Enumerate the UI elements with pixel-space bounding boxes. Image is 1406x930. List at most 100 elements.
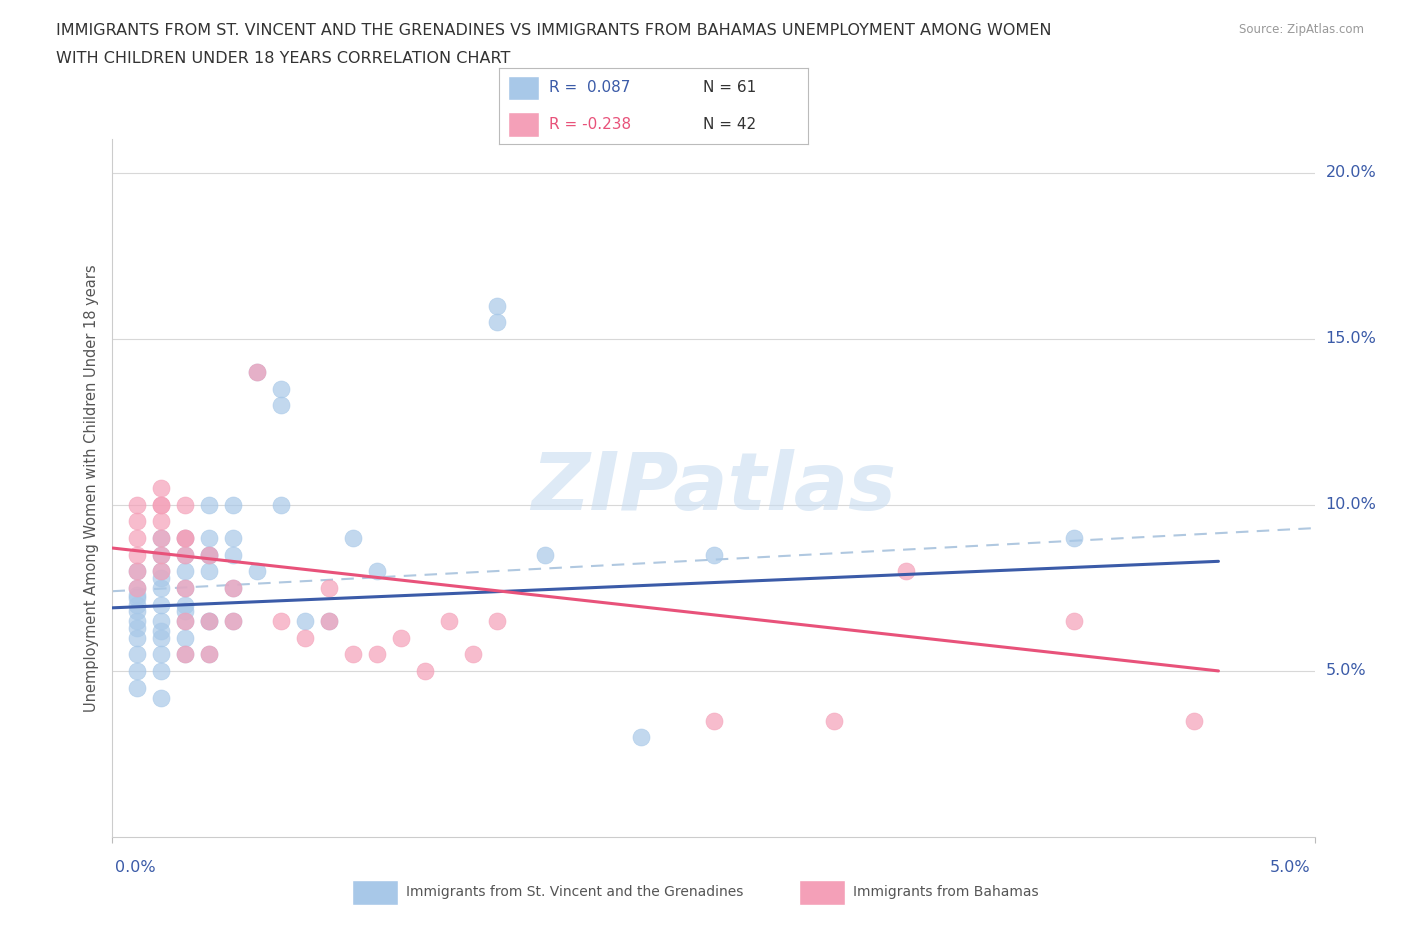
Point <box>197 647 219 662</box>
Point <box>149 663 172 678</box>
Point <box>125 580 148 595</box>
Point <box>197 547 219 562</box>
Point <box>173 604 195 618</box>
Text: Immigrants from St. Vincent and the Grenadines: Immigrants from St. Vincent and the Gren… <box>406 885 744 899</box>
Point <box>125 580 148 595</box>
Point <box>149 481 172 496</box>
Point <box>702 713 725 728</box>
Text: R = -0.238: R = -0.238 <box>548 117 631 132</box>
Point <box>222 580 245 595</box>
Point <box>173 647 195 662</box>
Point <box>630 730 652 745</box>
Point <box>125 591 148 605</box>
Text: 20.0%: 20.0% <box>1326 166 1376 180</box>
Point <box>125 564 148 578</box>
Point <box>318 614 340 629</box>
Point <box>125 680 148 695</box>
Point <box>197 614 219 629</box>
Bar <box>509 113 540 137</box>
Point <box>149 647 172 662</box>
Point <box>294 614 316 629</box>
Point <box>149 531 172 546</box>
Point <box>173 580 195 595</box>
Point <box>1063 531 1085 546</box>
Point <box>149 531 172 546</box>
Text: IMMIGRANTS FROM ST. VINCENT AND THE GRENADINES VS IMMIGRANTS FROM BAHAMAS UNEMPL: IMMIGRANTS FROM ST. VINCENT AND THE GREN… <box>56 23 1052 38</box>
Point <box>270 498 292 512</box>
Point <box>149 547 172 562</box>
Point <box>125 663 148 678</box>
Point <box>222 580 245 595</box>
Point <box>125 631 148 645</box>
Point <box>389 631 412 645</box>
Text: 15.0%: 15.0% <box>1326 331 1376 346</box>
Point <box>173 580 195 595</box>
Point <box>534 547 557 562</box>
Text: Immigrants from Bahamas: Immigrants from Bahamas <box>853 885 1039 899</box>
Point <box>173 631 195 645</box>
Point <box>125 514 148 529</box>
Point <box>173 564 195 578</box>
Point <box>173 531 195 546</box>
Point <box>486 299 509 313</box>
Bar <box>509 75 540 100</box>
Point <box>486 614 509 629</box>
Point <box>149 614 172 629</box>
Point <box>173 547 195 562</box>
Point <box>246 365 269 379</box>
Point <box>1063 614 1085 629</box>
Point <box>173 614 195 629</box>
Point <box>222 614 245 629</box>
Point <box>197 547 219 562</box>
Point <box>702 547 725 562</box>
Point <box>149 624 172 639</box>
Point <box>149 564 172 578</box>
Point <box>149 631 172 645</box>
Text: N = 61: N = 61 <box>703 80 756 95</box>
Point <box>270 398 292 413</box>
Point <box>413 663 436 678</box>
Point <box>149 580 172 595</box>
Point <box>823 713 845 728</box>
Text: 5.0%: 5.0% <box>1270 860 1310 875</box>
Text: ZIPatlas: ZIPatlas <box>531 449 896 527</box>
Bar <box>352 880 398 905</box>
Point <box>173 597 195 612</box>
Point <box>197 547 219 562</box>
Point <box>149 690 172 705</box>
Point <box>125 614 148 629</box>
Point <box>149 570 172 585</box>
Point <box>342 647 364 662</box>
Text: Source: ZipAtlas.com: Source: ZipAtlas.com <box>1239 23 1364 36</box>
Text: 0.0%: 0.0% <box>115 860 156 875</box>
Point <box>197 614 219 629</box>
Point <box>125 647 148 662</box>
Text: R =  0.087: R = 0.087 <box>548 80 630 95</box>
Point <box>173 647 195 662</box>
Point <box>197 564 219 578</box>
Point <box>294 631 316 645</box>
Point <box>486 314 509 329</box>
Point <box>437 614 460 629</box>
Point <box>125 604 148 618</box>
Point <box>1184 713 1206 728</box>
Point <box>222 531 245 546</box>
Point <box>894 564 917 578</box>
Point <box>149 498 172 512</box>
Text: N = 42: N = 42 <box>703 117 756 132</box>
Point <box>318 580 340 595</box>
Point <box>246 564 269 578</box>
Point <box>461 647 484 662</box>
Point <box>149 597 172 612</box>
Point <box>222 498 245 512</box>
Point <box>197 614 219 629</box>
Point <box>270 614 292 629</box>
Point <box>197 498 219 512</box>
Point <box>125 547 148 562</box>
Point <box>173 531 195 546</box>
Point <box>125 597 148 612</box>
Point <box>342 531 364 546</box>
Point <box>125 587 148 602</box>
Point <box>173 547 195 562</box>
Point <box>318 614 340 629</box>
